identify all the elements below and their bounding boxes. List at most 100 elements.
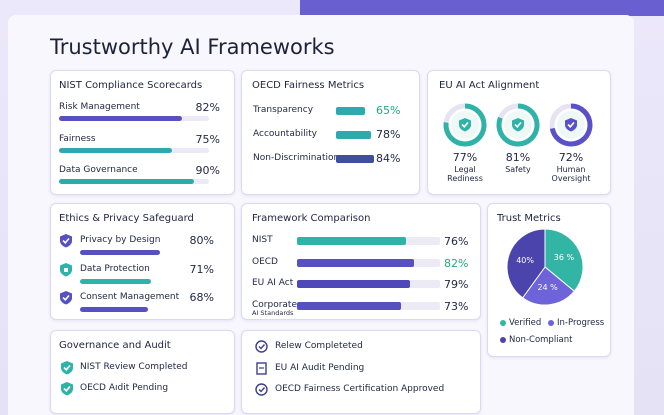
item-value: 75% (195, 132, 220, 146)
item-value: 84% (376, 152, 401, 165)
icon (459, 118, 471, 132)
icon-shape (61, 361, 73, 375)
item-value: 76% (444, 235, 469, 248)
item-label: Corporate (252, 299, 297, 310)
item-value: 68% (189, 291, 214, 304)
card-title: Trust Metrics (497, 213, 561, 224)
item-label: Fairness (59, 133, 96, 144)
pie-slice (521, 266, 575, 306)
governance-card (50, 330, 235, 414)
item-label: Human (556, 165, 586, 174)
card-title: OECD Fairness Metrics (252, 80, 365, 91)
item-label: Data Protection (80, 263, 150, 274)
nist-card (50, 70, 235, 195)
item-label: Safety (505, 165, 531, 174)
icon-shape (60, 234, 72, 248)
icon (61, 361, 73, 375)
icon (60, 291, 72, 305)
icon-check (567, 121, 575, 128)
icon-shape (512, 118, 524, 132)
bar (297, 237, 406, 245)
header-band (300, 0, 664, 16)
bar (297, 258, 415, 267)
item-label: EU AI Audit Pending (275, 363, 365, 373)
icon-check (63, 364, 71, 371)
icon-lock (64, 267, 68, 272)
icon-shape (459, 118, 471, 132)
card-title: Relew Completeted (275, 341, 363, 351)
item-label: OECD (252, 256, 278, 267)
pie (506, 228, 584, 306)
review-card (241, 330, 481, 414)
bar (336, 107, 366, 115)
donut-arc (549, 103, 593, 147)
item-label: OECD Aıdit Pending (80, 383, 169, 393)
bar (59, 179, 194, 184)
item-label: OECD Fairness Certification Approved (275, 384, 445, 394)
icon (255, 340, 268, 353)
item-label: Privacy by Design (80, 235, 161, 245)
donut-arc (443, 103, 487, 147)
item-value: 71% (189, 262, 214, 276)
icon-shape (60, 291, 72, 305)
bar (297, 301, 402, 310)
icon-circle (255, 383, 268, 396)
item-label: NIST Review Completed (80, 362, 188, 372)
item-label: Legal (454, 165, 476, 174)
legend-dot (548, 320, 554, 326)
icon-circle (255, 340, 268, 353)
icon (255, 383, 268, 396)
bar (59, 147, 172, 153)
bar (80, 250, 160, 255)
item-label: EU AI Act (252, 278, 294, 288)
donut-arc (496, 103, 540, 147)
bar (336, 131, 372, 139)
item-value: 82% (444, 256, 469, 270)
legend-dot (500, 320, 506, 326)
legend-label: Non-Compliant (509, 335, 573, 345)
item-value: 78% (376, 128, 401, 141)
icon-check (258, 344, 266, 350)
item-label: Accountability (253, 129, 317, 139)
icon (565, 118, 577, 132)
bar (80, 307, 148, 312)
bar (80, 278, 151, 284)
item-value: 90% (195, 164, 220, 177)
icon-check (63, 385, 71, 392)
oecd-card (241, 70, 420, 195)
card-title: Governance and Audit (59, 340, 171, 351)
item-value: 77% (452, 151, 478, 164)
slice-label: 36 % (553, 253, 575, 263)
bar (297, 280, 410, 288)
card-title: EU AI Act Alignment (439, 80, 540, 91)
item-value: 65% (376, 104, 401, 117)
pie-slice (544, 228, 584, 292)
item-label: AI Standards (252, 308, 294, 317)
card-title: Framework Comparison (252, 213, 371, 224)
icon (256, 362, 267, 375)
icon-doc (256, 362, 267, 375)
legend-dot (500, 337, 506, 343)
icon (60, 262, 72, 276)
bar (336, 155, 374, 163)
item-value: 80% (189, 234, 214, 247)
item-value: 72% (558, 151, 584, 164)
icon-check (461, 121, 469, 128)
item-label: Transparency (253, 105, 314, 115)
item-label: Rediness (447, 174, 483, 183)
icon (61, 382, 73, 396)
page-title: Trustworthy AI Frameworks (50, 35, 335, 59)
icon-check (62, 237, 70, 244)
icon-check (62, 294, 70, 301)
bar (59, 116, 182, 121)
card-title: NIST Compliance Scorecards (59, 80, 203, 91)
icon (512, 118, 524, 132)
icon-shape (565, 118, 577, 132)
slice-label: 40% (516, 255, 534, 265)
item-value: 79% (444, 278, 469, 291)
icon-shape (61, 382, 73, 396)
icon-check (258, 387, 266, 393)
item-label: Consent Management (80, 292, 180, 302)
card-title: Ethics & Privacy Safeguard (59, 213, 194, 224)
